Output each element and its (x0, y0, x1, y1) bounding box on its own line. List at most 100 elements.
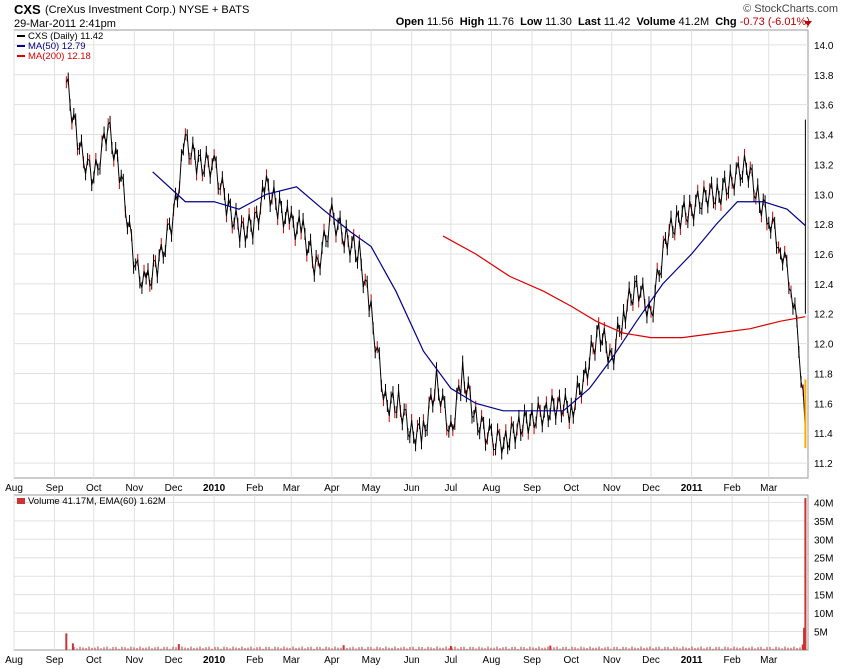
chg-label: Chg (715, 16, 737, 28)
volume-panel: 40M 35M 30M 25M 20M 15M 10M 5M Aug Sep Oct Nov Dec 20… (5, 494, 833, 666)
volume-bar (177, 644, 180, 650)
price-axis-label: 11.8 (814, 369, 833, 380)
price-x-tick-label: Sep (523, 483, 541, 494)
price-axis-label: 11.6 (814, 399, 833, 410)
last-label: Last (578, 16, 601, 28)
chart-header: CXS (CreXus Investment Corp.) NYSE + BAT… (0, 0, 850, 34)
volume-x-tick-label: Jun (404, 655, 420, 666)
price-x-tick-label: Aug (483, 483, 501, 494)
price-x-tick-label: Nov (603, 483, 621, 494)
last-value: 11.42 (603, 16, 631, 28)
volume-value: 41.2M (678, 16, 710, 28)
price-x-tick-label: Apr (324, 483, 340, 494)
volume-x-tick-label: Sep (46, 655, 64, 666)
price-axis-label: 13.6 (814, 101, 834, 112)
volume-legend-swatch (17, 498, 25, 504)
volume-x-tick-label: Mar (760, 655, 778, 666)
price-x-tick-label: Mar (283, 483, 301, 494)
volume-bar (449, 645, 452, 650)
timestamp: 29-Mar-2011 2:41pm (14, 18, 116, 30)
legend-entry: CXS (Daily) 11.42 (28, 31, 103, 42)
cxs-price-line (65, 76, 806, 454)
price-axis-label: 13.2 (814, 160, 834, 171)
volume-x-tick-label: Apr (324, 655, 340, 666)
volume-x-tick-label: Oct (86, 655, 102, 666)
price-x-tick-label: Oct (563, 483, 579, 494)
price-x-tick-label: Sep (46, 483, 64, 494)
legend-entry: MA(50) 12.79 (28, 41, 86, 52)
price-panel: 14.0 13.8 13.6 13.4 13.2 13.0 12.8 12.6 12.4 12.2… (5, 29, 834, 494)
volume-axis-label: 35M (814, 517, 833, 528)
volume-axis-label: 20M (814, 572, 833, 583)
volume-bar (342, 645, 345, 650)
low-label: Low (520, 16, 543, 28)
price-axis-label: 12.0 (814, 340, 834, 351)
price-x-tick-label: Mar (760, 483, 778, 494)
volume-label: Volume (636, 16, 676, 28)
price-axis-label: 14.0 (814, 41, 834, 52)
open-label: Open (395, 16, 424, 28)
price-x-tick-label: Oct (86, 483, 102, 494)
low-value: 11.30 (545, 16, 572, 28)
volume-x-tick-label: 2011 (681, 655, 703, 666)
company-name: (CreXus Investment Corp.) NYSE + BATS (45, 4, 250, 16)
price-x-tick-label: Jul (444, 483, 457, 494)
volume-bar (801, 644, 804, 650)
open-value: 11.56 (426, 16, 454, 28)
volume-bar (549, 645, 552, 650)
volume-x-tick-label: Oct (563, 655, 579, 666)
volume-bar (803, 627, 806, 650)
volume-axis-label: 15M (814, 591, 833, 602)
volume-x-tick-label: Sep (523, 655, 541, 666)
volume-frame (13, 494, 809, 651)
price-x-tick-label: Aug (5, 483, 23, 494)
price-x-tick-label: Feb (724, 483, 742, 494)
price-x-tick-label: Jun (404, 483, 420, 494)
brand-link[interactable]: © StockCharts.com (743, 3, 838, 15)
price-axis-label: 13.0 (814, 190, 834, 201)
legend-entry: MA(200) 12.18 (28, 51, 91, 62)
volume-x-tick-label: Feb (246, 655, 264, 666)
volume-x-tick-label: May (362, 655, 381, 666)
price-axis-label: 12.4 (814, 280, 834, 291)
volume-x-tick-label: Mar (283, 655, 301, 666)
price-axis-label: 13.8 (814, 71, 834, 82)
volume-bar (804, 498, 807, 650)
price-axis-label: 11.4 (814, 429, 833, 440)
price-axis-label: 11.2 (814, 459, 833, 470)
volume-x-tick-label: Dec (165, 655, 183, 666)
high-value: 11.76 (487, 16, 514, 28)
price-x-tick-label: Dec (165, 483, 183, 494)
volume-axis-label: 30M (814, 535, 833, 546)
volume-bar (71, 643, 74, 650)
volume-x-tick-label: 2010 (203, 655, 226, 666)
price-x-tick-label: Dec (642, 483, 660, 494)
price-axis-label: 12.2 (814, 310, 834, 321)
price-x-tick-label: May (362, 483, 381, 494)
high-label: High (459, 16, 485, 28)
price-x-tick-label: Feb (246, 483, 264, 494)
volume-x-tick-label: Jul (444, 655, 457, 666)
volume-x-tick-label: Feb (724, 655, 742, 666)
price-axis-label: 12.8 (814, 220, 834, 231)
volume-x-tick-label: Nov (125, 655, 143, 666)
volume-x-tick-label: Nov (603, 655, 621, 666)
volume-legend: Volume 41.17M, EMA(60) 1.62M (28, 496, 166, 507)
ma200-line (442, 235, 806, 339)
volume-axis-label: 10M (814, 609, 833, 620)
ma50-line (152, 171, 806, 412)
price-axis-label: 13.4 (814, 131, 834, 142)
volume-x-tick-label: Aug (5, 655, 23, 666)
down-arrow-icon (804, 21, 812, 26)
volume-x-tick-label: Aug (483, 655, 501, 666)
ticker-symbol: CXS (14, 2, 41, 17)
price-axis-label: 12.6 (814, 250, 834, 261)
volume-x-tick-label: Dec (642, 655, 660, 666)
price-x-tick-label: 2011 (681, 483, 703, 494)
volume-axis-label: 5M (814, 628, 828, 639)
volume-axis-label: 40M (814, 498, 833, 509)
volume-bar (65, 633, 68, 650)
price-x-tick-label: 2010 (203, 483, 226, 494)
price-x-tick-label: Nov (125, 483, 143, 494)
